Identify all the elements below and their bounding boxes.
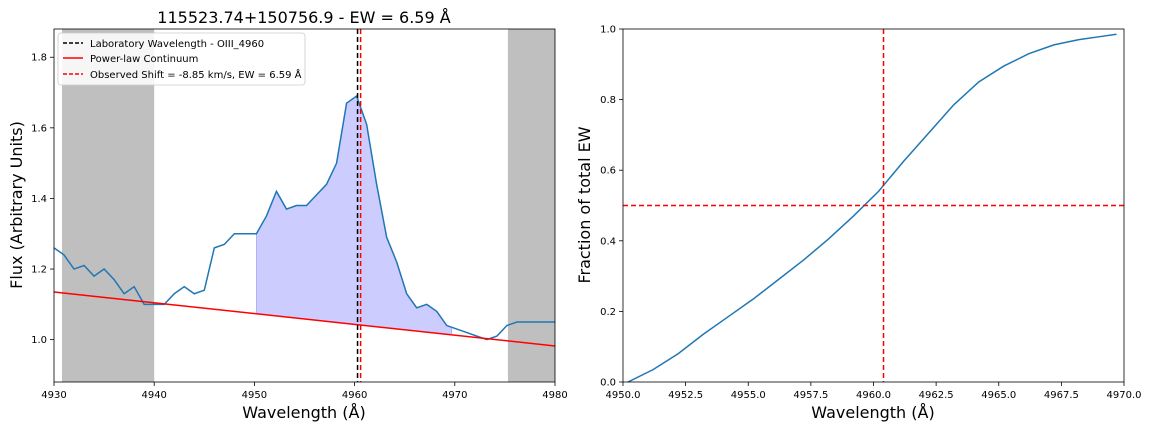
legend-box <box>57 32 306 86</box>
y-tick-label: 1.0 <box>600 25 616 36</box>
y-ticks: 1.0 1.2 1.4 1.6 1.8 <box>31 53 54 346</box>
plot-frame <box>53 28 556 383</box>
spectrum-line <box>53 94 555 341</box>
x-ticks: 4950.0 4952.5 4955.0 4957.5 4960.0 4962.5 4965… <box>606 382 1142 401</box>
y-tick-label: 1.0 <box>31 335 47 346</box>
x-tick-label: 4940 <box>141 390 166 401</box>
legend-label-continuum: Power-law Continuum <box>90 54 198 65</box>
x-tick-label: 4930 <box>41 390 66 401</box>
vertical-lines <box>356 29 362 382</box>
y-tick-label: 0.4 <box>600 236 616 247</box>
x-tick-label: 4967.5 <box>1044 390 1079 401</box>
x-tick-label: 4970.0 <box>1107 390 1142 401</box>
y-axis-label: Flux (Arbitrary Units) <box>7 121 26 289</box>
y-ticks: 0.0 0.2 0.4 0.6 0.8 1.0 <box>600 25 623 389</box>
ew-fraction-panel: 4950.0 4952.5 4955.0 4957.5 4960.0 4962.5 4965… <box>575 25 1142 423</box>
y-tick-label: 0.2 <box>600 307 616 318</box>
cumulative-ew-line <box>627 33 1117 383</box>
x-tick-label: 4960 <box>342 390 367 401</box>
y-axis-label: Fraction of total EW <box>575 126 594 283</box>
legend-label-observed-shift: Observed Shift = -8.85 km/s, EW = 6.59 Å <box>90 68 302 81</box>
x-tick-label: 4962.5 <box>919 390 954 401</box>
y-tick-label: 1.8 <box>31 53 47 64</box>
x-tick-label: 4965.0 <box>981 390 1016 401</box>
x-tick-label: 4957.5 <box>793 390 828 401</box>
x-axis-label: Wavelength (Å) <box>242 403 365 422</box>
x-tick-label: 4960.0 <box>856 390 891 401</box>
y-tick-label: 1.4 <box>31 194 47 205</box>
x-ticks: 4930 4940 4950 4960 4970 4980 <box>41 382 568 401</box>
excluded-region <box>62 29 155 382</box>
x-tick-label: 4950.0 <box>606 390 641 401</box>
y-tick-label: 1.6 <box>31 123 47 134</box>
x-tick-label: 4950 <box>242 390 267 401</box>
excluded-region <box>507 29 555 382</box>
x-tick-label: 4952.5 <box>668 390 703 401</box>
flux-spectrum-panel: 4930 4940 4950 4960 4970 4980 1.0 1.2 1.4 1.6 1.8… <box>7 8 568 422</box>
y-tick-label: 0.8 <box>600 95 616 106</box>
x-axis-label: Wavelength (Å) <box>811 403 934 422</box>
chart-title: 115523.74+150756.9 - EW = 6.59 Å <box>157 8 450 27</box>
legend: Laboratory Wavelength - OIII_4960 Power-… <box>57 32 306 86</box>
x-tick-label: 4955.0 <box>731 390 766 401</box>
y-tick-label: 1.2 <box>31 265 47 276</box>
reference-lines <box>623 29 1124 382</box>
continuum-line <box>53 291 556 347</box>
legend-label-lab-wavelength: Laboratory Wavelength - OIII_4960 <box>90 39 264 50</box>
series-lines <box>627 33 1117 383</box>
x-tick-label: 4970 <box>442 390 467 401</box>
y-tick-label: 0.0 <box>600 378 616 389</box>
y-tick-label: 0.6 <box>600 166 616 177</box>
x-tick-label: 4980 <box>542 390 567 401</box>
excluded-regions <box>62 29 555 382</box>
series-lines <box>53 94 556 347</box>
